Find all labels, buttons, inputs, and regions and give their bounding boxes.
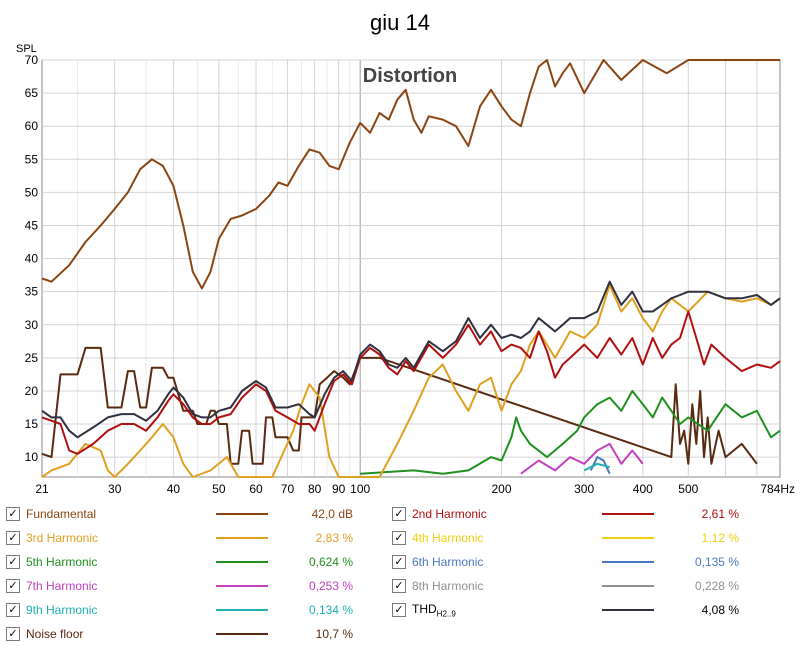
legend-value: 0,624 % <box>308 555 353 569</box>
legend-item[interactable]: ✓ Fundamental 42,0 dB <box>6 504 353 524</box>
legend-swatch <box>602 537 654 539</box>
series-line-5th-harmonic <box>360 390 781 475</box>
legend-item[interactable]: ✓ 6th Harmonic 0,135 % <box>392 552 739 572</box>
x-tick-label: 80 <box>308 482 322 496</box>
legend-swatch <box>602 585 654 587</box>
x-tick-label: 500 <box>678 482 698 496</box>
legend-label: Fundamental <box>26 507 97 521</box>
chart-annotation: Distortion <box>363 65 457 87</box>
legend-label: 3rd Harmonic <box>26 531 99 545</box>
series-line-7th-harmonic <box>520 442 644 475</box>
legend: ✓ Fundamental 42,0 dB ✓ 2nd Harmonic 2,61 % ✓ 3… <box>0 500 800 650</box>
y-tick-label: 25 <box>25 351 39 365</box>
y-tick-label: 30 <box>25 318 39 332</box>
legend-label: THDH2..9 <box>412 601 456 619</box>
x-tick-label: 200 <box>491 482 511 496</box>
legend-checkbox[interactable]: ✓ <box>6 603 20 617</box>
y-tick-label: 65 <box>25 86 39 100</box>
legend-item[interactable]: ✓ 5th Harmonic 0,624 % <box>6 552 353 572</box>
legend-value: 10,7 % <box>315 627 353 641</box>
x-tick-label: 40 <box>167 482 181 496</box>
legend-swatch <box>216 537 268 539</box>
x-tick-label: 70 <box>281 482 295 496</box>
legend-label: 9th Harmonic <box>26 603 98 617</box>
y-tick-label: 20 <box>25 384 39 398</box>
series-line-fundamental <box>41 59 780 290</box>
legend-label: Noise floor <box>26 627 84 641</box>
legend-label: 5th Harmonic <box>26 555 98 569</box>
legend-value: 0,135 % <box>694 555 739 569</box>
legend-label: 7th Harmonic <box>26 579 98 593</box>
legend-checkbox[interactable]: ✓ <box>392 603 406 617</box>
y-tick-label: 45 <box>25 218 39 232</box>
legend-value: 4,08 % <box>701 603 739 617</box>
x-tick-label: 30 <box>108 482 122 496</box>
legend-label: 6th Harmonic <box>412 555 484 569</box>
legend-value: 0,134 % <box>308 603 353 617</box>
x-tick-label: 300 <box>574 482 594 496</box>
legend-item[interactable]: ✓ THDH2..9 4,08 % <box>392 600 739 620</box>
y-tick-label: 60 <box>25 119 39 133</box>
y-tick-label: 70 <box>25 53 39 67</box>
x-tick-label: 100 <box>350 482 370 496</box>
series-group <box>41 59 781 478</box>
x-tick-label: 90 <box>332 482 346 496</box>
y-tick-label: 35 <box>25 285 39 299</box>
y-tick-label: 40 <box>25 252 39 266</box>
legend-checkbox[interactable]: ✓ <box>392 531 406 545</box>
legend-checkbox[interactable]: ✓ <box>392 579 406 593</box>
legend-label: 8th Harmonic <box>412 579 484 593</box>
legend-checkbox[interactable]: ✓ <box>392 555 406 569</box>
legend-label: 4th Harmonic <box>412 531 484 545</box>
legend-value: 2,83 % <box>315 531 353 545</box>
legend-checkbox[interactable]: ✓ <box>6 507 20 521</box>
legend-value: 42,0 dB <box>311 507 353 521</box>
x-tick-label: 21 <box>35 482 49 496</box>
series-line-2nd-harmonic <box>41 310 781 455</box>
legend-item[interactable]: ✓ 4th Harmonic 1,12 % <box>392 528 739 548</box>
grid <box>42 59 780 477</box>
tick-labels: 10 15 20 25 30 35 40 45 50 55 60 65 70 21 30 40 50 60 70 80… <box>25 53 795 496</box>
legend-item[interactable]: ✓ Noise floor 10,7 % <box>6 624 353 644</box>
distortion-plot: 10 15 20 25 30 35 40 45 50 55 60 65 70 21 30 40 50 60 70 80… <box>16 43 795 496</box>
legend-swatch <box>216 633 268 635</box>
legend-value: 0,228 % <box>694 579 739 593</box>
x-tick-label: 50 <box>212 482 226 496</box>
legend-swatch <box>602 561 654 563</box>
x-tick-label: 784Hz <box>760 482 795 496</box>
legend-value: 0,253 % <box>308 579 353 593</box>
series-line-noise-floor <box>41 346 758 465</box>
legend-swatch <box>216 561 268 563</box>
legend-item[interactable]: ✓ 9th Harmonic 0,134 % <box>6 600 353 620</box>
legend-checkbox[interactable]: ✓ <box>6 627 20 641</box>
y-tick-label: 15 <box>25 417 39 431</box>
legend-item[interactable]: ✓ 3rd Harmonic 2,83 % <box>6 528 353 548</box>
legend-swatch <box>216 585 268 587</box>
legend-checkbox[interactable]: ✓ <box>6 531 20 545</box>
legend-checkbox[interactable]: ✓ <box>6 555 20 569</box>
x-tick-label: 60 <box>249 482 263 496</box>
legend-label: 2nd Harmonic <box>412 507 487 521</box>
legend-value: 1,12 % <box>701 531 739 545</box>
series-line-thd <box>41 280 781 439</box>
legend-checkbox[interactable]: ✓ <box>6 579 20 593</box>
series-line-9th-harmonic <box>583 462 610 472</box>
legend-swatch <box>216 609 268 611</box>
legend-item[interactable]: ✓ 7th Harmonic 0,253 % <box>6 576 353 596</box>
legend-swatch <box>602 609 654 611</box>
legend-item[interactable]: ✓ 2nd Harmonic 2,61 % <box>392 504 739 524</box>
series-line-3rd-harmonic <box>41 284 781 478</box>
legend-checkbox[interactable]: ✓ <box>392 507 406 521</box>
y-tick-label: 10 <box>25 450 39 464</box>
legend-swatch <box>216 513 268 515</box>
y-axis-label: SPL <box>16 43 37 55</box>
y-tick-label: 55 <box>25 152 39 166</box>
legend-value: 2,61 % <box>701 507 739 521</box>
x-tick-label: 400 <box>633 482 653 496</box>
legend-item[interactable]: ✓ 8th Harmonic 0,228 % <box>392 576 739 596</box>
y-tick-label: 50 <box>25 185 39 199</box>
chart-title: giu 14 <box>370 10 430 35</box>
legend-swatch <box>602 513 654 515</box>
